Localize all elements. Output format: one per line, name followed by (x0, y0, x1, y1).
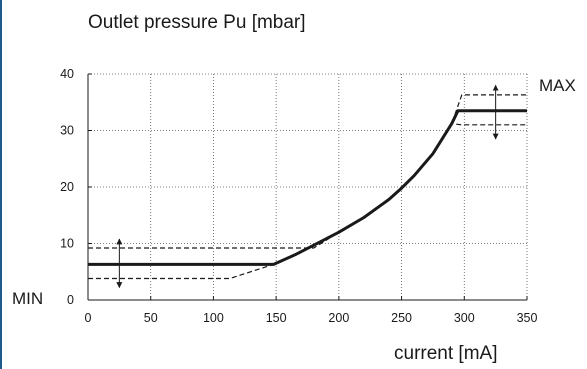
y-tick-label: 40 (60, 67, 74, 81)
x-tick-label: 200 (328, 311, 349, 325)
tolerance-band-line (88, 124, 527, 279)
y-tick-label: 0 (67, 293, 74, 307)
x-tick-label: 350 (517, 311, 538, 325)
x-tick-label: 100 (203, 311, 224, 325)
y-tick-label: 10 (60, 237, 74, 251)
x-tick-label: 50 (144, 311, 158, 325)
nominal-pressure-line (88, 111, 527, 265)
x-tick-label: 0 (85, 311, 92, 325)
tolerance-band-line (88, 95, 527, 248)
x-tick-label: 300 (454, 311, 475, 325)
y-tick-label: 30 (60, 124, 74, 138)
x-tick-label: 250 (391, 311, 412, 325)
y-tick-label: 20 (60, 180, 74, 194)
x-tick-label: 150 (266, 311, 287, 325)
